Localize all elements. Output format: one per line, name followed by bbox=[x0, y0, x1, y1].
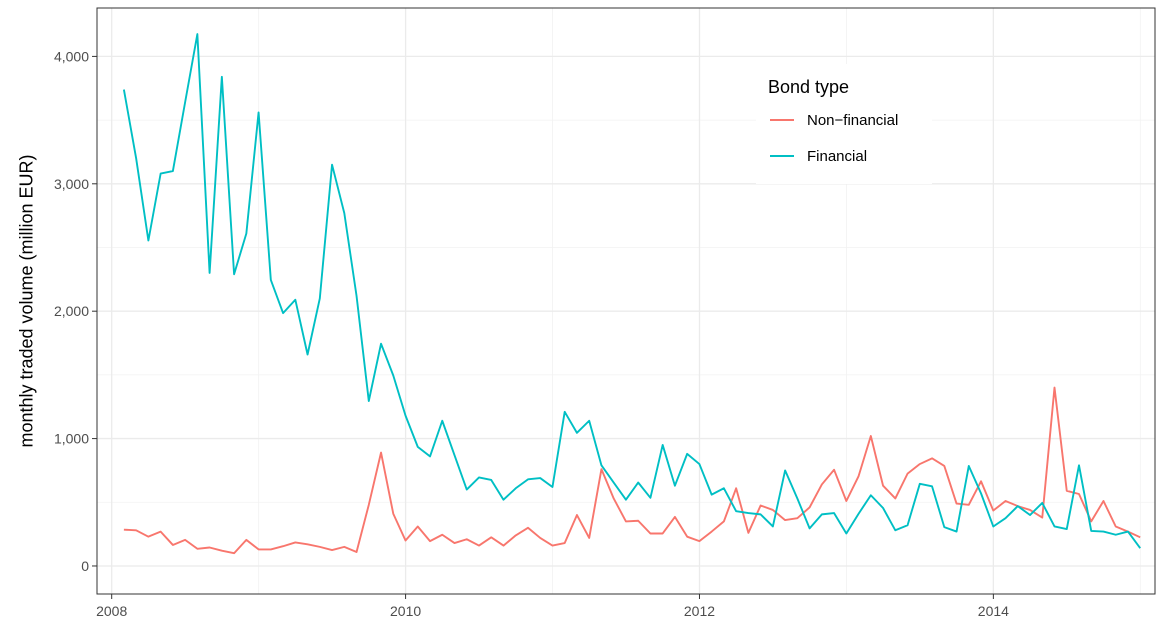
legend-label-financial: Financial bbox=[807, 148, 867, 165]
legend-items: Non−financial Financial bbox=[770, 112, 898, 165]
series-line-non-financial bbox=[123, 386, 1141, 555]
x-tick-label: 2010 bbox=[390, 603, 421, 619]
series-line-financial bbox=[122, 33, 1141, 549]
x-tick-label: 2008 bbox=[96, 603, 127, 619]
y-axis-title: monthly traded volume (million EUR) bbox=[16, 154, 36, 447]
y-tick-label: 0 bbox=[81, 558, 89, 574]
y-tick-label: 4,000 bbox=[54, 48, 89, 64]
y-tick-label: 2,000 bbox=[54, 303, 89, 319]
axis-ticks bbox=[92, 55, 994, 599]
legend-label-non-financial: Non−financial bbox=[807, 112, 898, 129]
y-tick-label: 3,000 bbox=[54, 176, 89, 192]
x-tick-label: 2014 bbox=[978, 603, 1009, 619]
legend-title: Bond type bbox=[768, 77, 849, 97]
minor-gridlines bbox=[97, 8, 1155, 594]
y-tick-label: 1,000 bbox=[54, 431, 89, 447]
tick-labels: 2008 2010 2012 2014 0 1,000 2,000 3,000 4,000 bbox=[54, 48, 1009, 619]
series-lines bbox=[122, 33, 1141, 555]
legend: Bond type Non−financial Financial bbox=[756, 64, 932, 184]
plot-panel-border bbox=[96, 7, 1156, 595]
legend-background bbox=[756, 64, 932, 184]
x-tick-label: 2012 bbox=[684, 603, 715, 619]
major-gridlines bbox=[97, 8, 1155, 594]
